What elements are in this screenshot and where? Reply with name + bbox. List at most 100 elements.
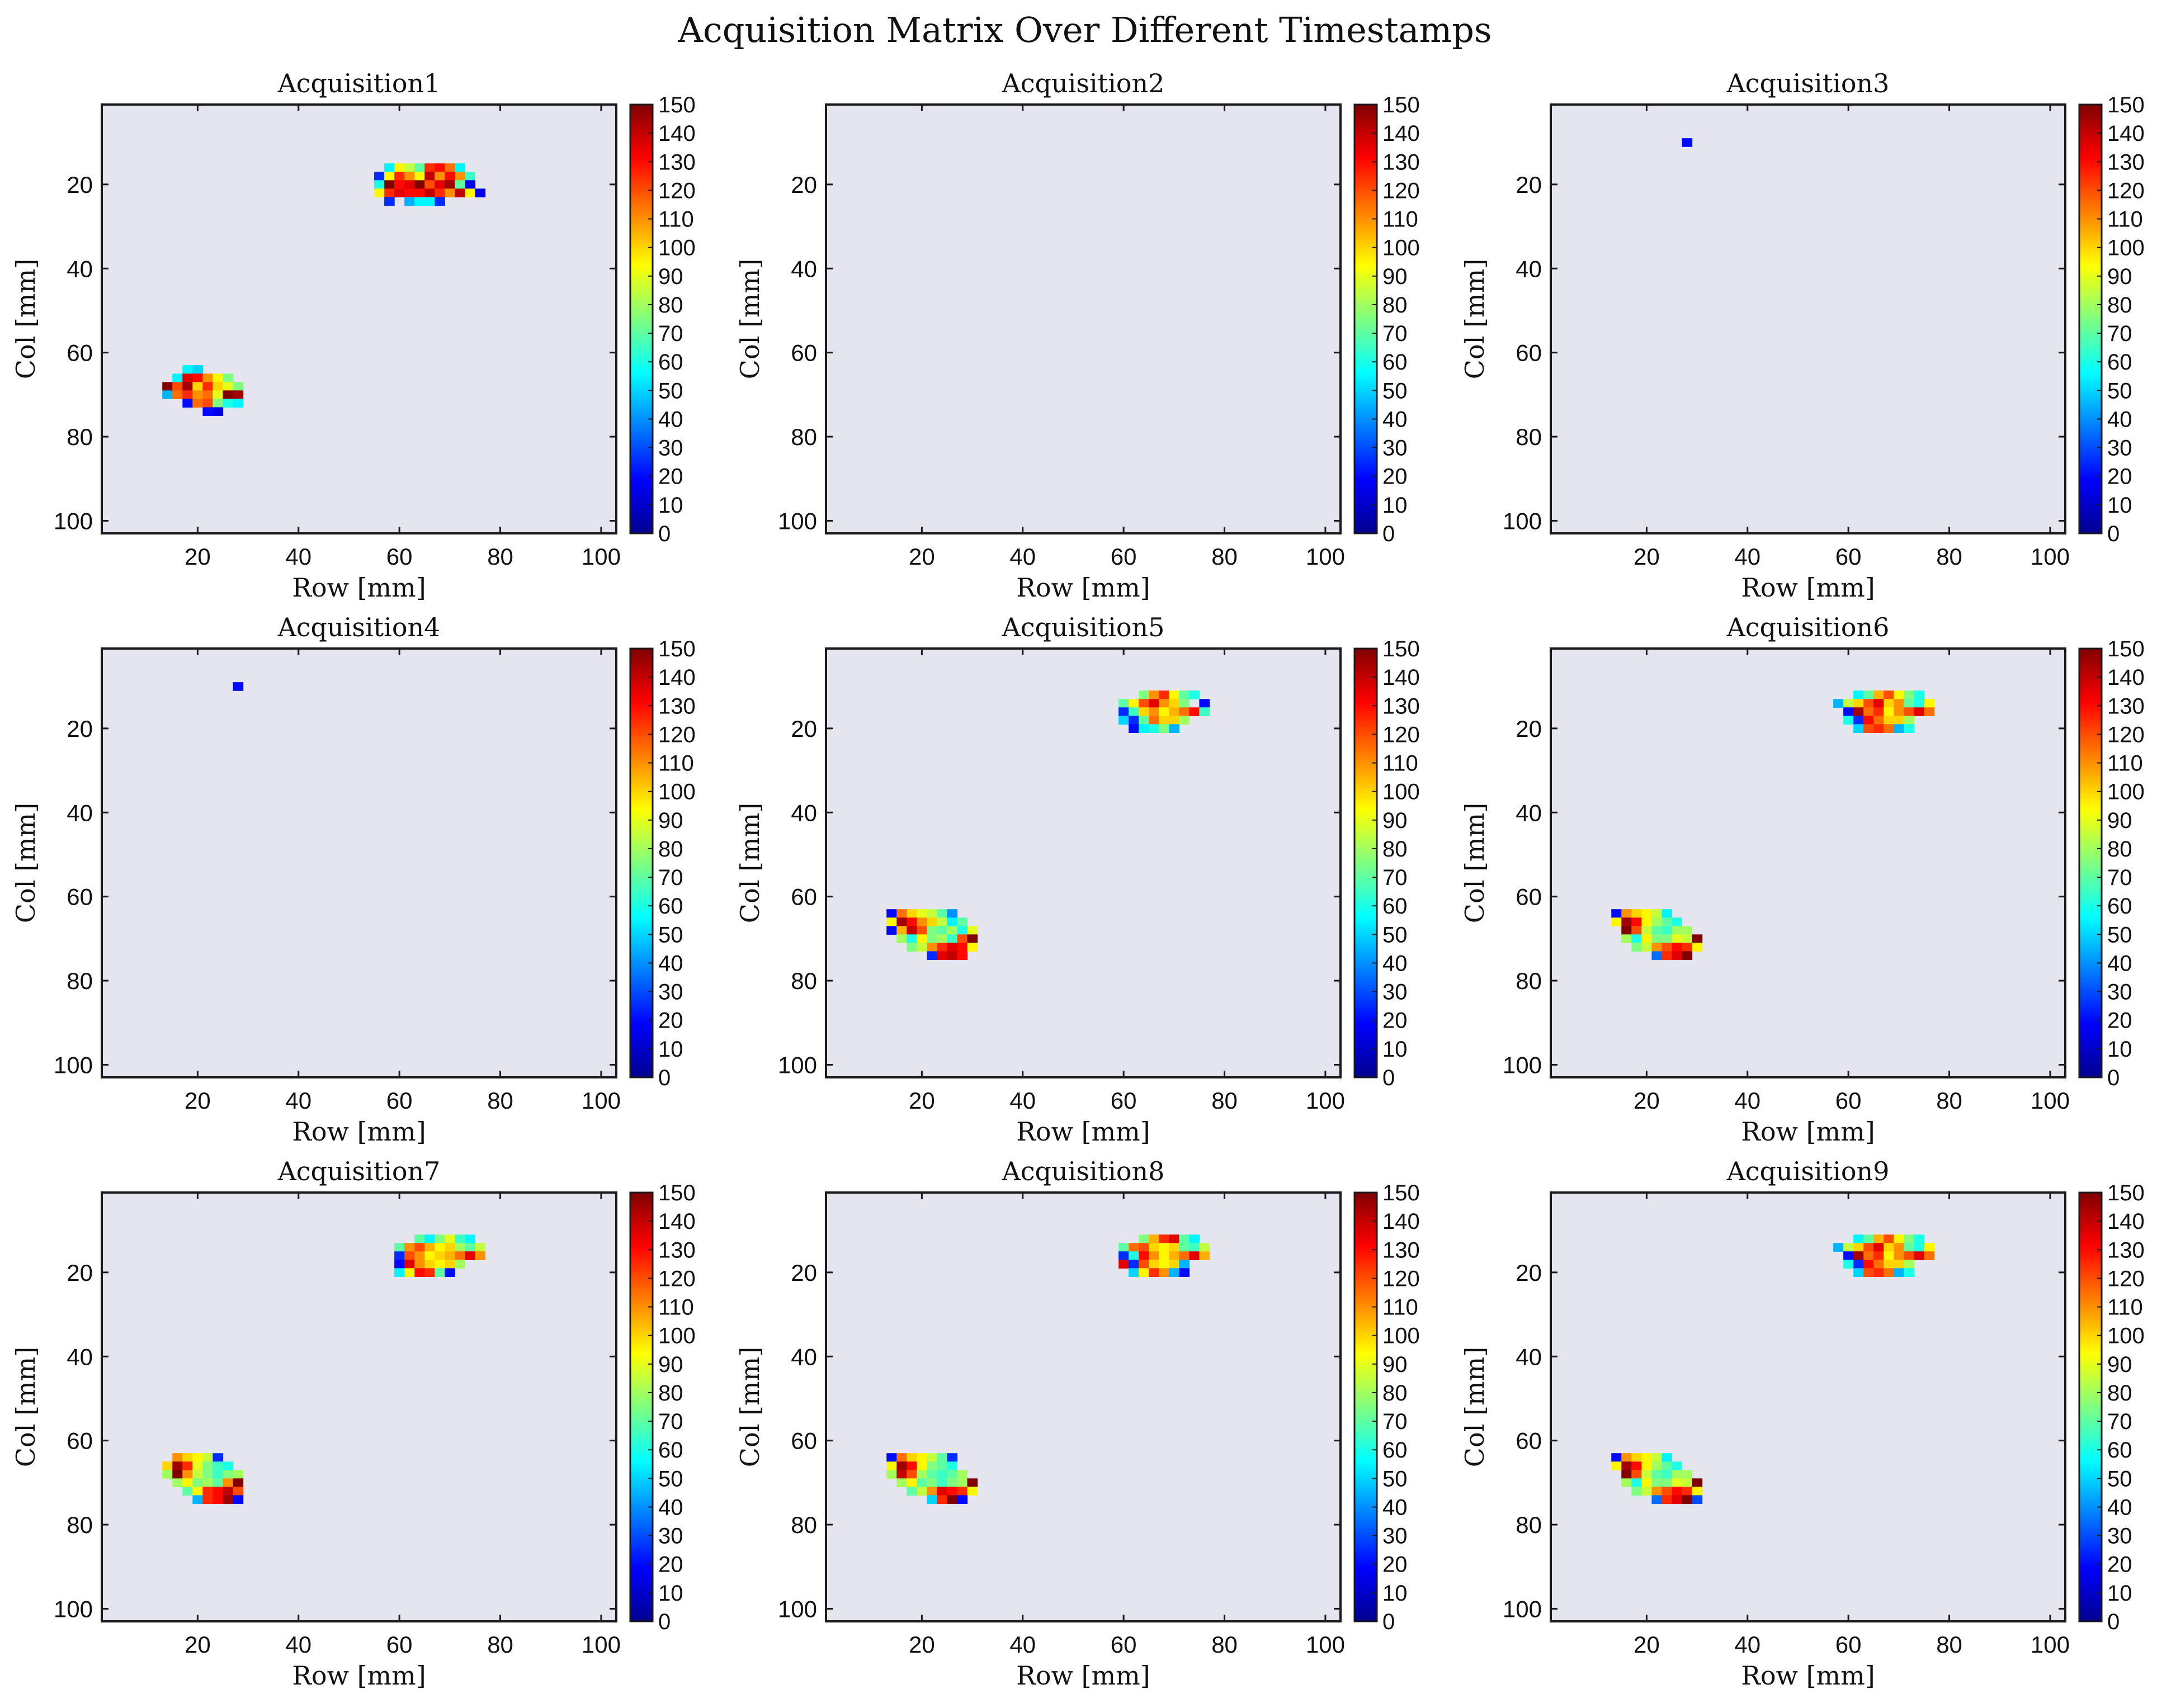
heatmap-cell xyxy=(1884,1234,1894,1243)
colorbar-tick-label: 70 xyxy=(1382,321,1408,346)
heatmap-cell xyxy=(404,188,415,198)
heatmap-cell xyxy=(213,1461,224,1470)
heatmap-cell xyxy=(1843,707,1854,716)
colorbar: 0 10 20 30 40 50 60 70 80 90 100 110 120 130 140 150 xyxy=(2078,1181,2145,1634)
heatmap-cell xyxy=(1139,699,1149,708)
heatmap-cell xyxy=(1621,926,1632,935)
colorbar-tick-label: 60 xyxy=(658,894,683,919)
heatmap-cell xyxy=(937,1453,948,1462)
heatmap-cell xyxy=(1924,1243,1935,1252)
heatmap-cell xyxy=(1169,1268,1179,1277)
colorbar-tick-label: 100 xyxy=(2107,236,2145,261)
heatmap-cell xyxy=(374,172,385,181)
heatmap-cell xyxy=(1884,690,1894,699)
heatmap-cell xyxy=(1641,1470,1652,1479)
heatmap-cell xyxy=(404,1260,415,1269)
heatmap-cell xyxy=(917,1487,927,1496)
heatmap-cell xyxy=(1873,724,1884,733)
heatmap-cell xyxy=(896,1478,907,1487)
colorbar-tick-label: 90 xyxy=(658,808,683,833)
heatmap-cell xyxy=(475,1243,486,1252)
x-tick-label: 60 xyxy=(1111,543,1137,570)
heatmap-cell xyxy=(435,1260,445,1269)
axes-background xyxy=(102,105,616,533)
heatmap-cell xyxy=(1118,1243,1129,1252)
colorbar-tick-label: 60 xyxy=(2107,894,2132,919)
colorbar-tick-label: 10 xyxy=(658,1581,683,1606)
x-axis-label: Row [mm] xyxy=(1741,1116,1875,1147)
colorbar-gradient xyxy=(2079,1193,2102,1621)
colorbar-tick-label: 50 xyxy=(1382,378,1408,403)
heatmap-cell xyxy=(1873,1243,1884,1252)
heatmap-cell xyxy=(202,407,214,417)
colorbar-tick-label: 80 xyxy=(1382,293,1408,318)
colorbar-tick-label: 50 xyxy=(658,922,683,947)
y-tick-label: 20 xyxy=(791,172,817,198)
heatmap-cell xyxy=(1853,1268,1864,1277)
heatmap-cell xyxy=(896,1470,907,1479)
heatmap-cell xyxy=(1179,690,1190,699)
heatmap-cell xyxy=(947,926,958,935)
colorbar-tick-label: 30 xyxy=(2107,436,2132,461)
x-tick-label: 60 xyxy=(386,1631,413,1658)
heatmap-cell xyxy=(1641,1478,1652,1487)
heatmap-cell xyxy=(1873,690,1884,699)
heatmap-cell xyxy=(424,197,435,206)
heatmap-cell xyxy=(1199,699,1210,708)
heatmap-cell xyxy=(1884,724,1894,733)
colorbar-tick-label: 130 xyxy=(1382,694,1420,718)
heatmap-cell xyxy=(172,390,183,399)
colorbar-tick-label: 60 xyxy=(1382,894,1408,919)
heatmap-cell xyxy=(1641,943,1652,952)
colorbar-tick-label: 90 xyxy=(1382,264,1408,289)
heatmap-cell xyxy=(957,917,968,926)
heatmap-cell xyxy=(435,188,445,198)
heatmap-cell xyxy=(1833,1243,1844,1252)
colorbar-tick-label: 90 xyxy=(658,1352,683,1377)
x-tick-label: 20 xyxy=(185,543,211,570)
colorbar: 0 10 20 30 40 50 60 70 80 90 100 110 120 130 140 150 xyxy=(2078,93,2145,546)
x-tick-label: 40 xyxy=(1734,1087,1760,1114)
heatmap-cell xyxy=(1904,1260,1915,1269)
heatmap-cell xyxy=(917,934,927,943)
axes-frame xyxy=(101,1191,617,1622)
colorbar-tick-label: 130 xyxy=(658,1238,696,1262)
heatmap-cell xyxy=(907,1453,917,1462)
colorbar-tick-label: 0 xyxy=(1382,522,1395,546)
heatmap-cell xyxy=(182,365,193,374)
heatmap-cell xyxy=(1924,699,1935,708)
colorbar-tick-label: 120 xyxy=(2107,1266,2145,1291)
heatmap-cell xyxy=(394,1251,405,1260)
heatmap-cell xyxy=(1662,1461,1673,1470)
heatmap-cell xyxy=(1843,1260,1854,1269)
heatmap-cell xyxy=(1894,1251,1904,1260)
heatmap-cell xyxy=(927,1461,938,1470)
heatmap-cell xyxy=(1169,1243,1179,1252)
heatmap-cell xyxy=(1843,1251,1854,1260)
colorbar-tick-label: 40 xyxy=(1382,951,1408,976)
y-axis-label: Col [mm] xyxy=(11,1347,41,1467)
colorbar-tick-label: 110 xyxy=(1382,207,1418,232)
heatmap-cell xyxy=(435,1243,445,1252)
heatmap-cell xyxy=(1129,1260,1139,1269)
heatmap-cell xyxy=(394,180,405,189)
heatmap-cell xyxy=(1863,1243,1874,1252)
x-tick-label: 20 xyxy=(1634,1631,1660,1658)
y-tick-label: 20 xyxy=(1516,1260,1542,1286)
colorbar-tick-label: 140 xyxy=(1382,1209,1420,1234)
heatmap-cell xyxy=(1853,1234,1864,1243)
heatmap-cell xyxy=(886,1453,897,1462)
colorbar-tick-label: 90 xyxy=(2107,808,2132,833)
colorbar-tick-label: 130 xyxy=(1382,150,1420,174)
heatmap-cell xyxy=(937,909,948,918)
y-tick-label: 100 xyxy=(1503,1052,1542,1078)
y-tick-label: 40 xyxy=(791,799,817,826)
heatmap-cell xyxy=(1631,917,1642,926)
axes-frame xyxy=(1550,103,2066,534)
heatmap-cell xyxy=(1631,934,1642,943)
colorbar-tick-label: 10 xyxy=(2107,493,2132,518)
x-tick-label: 80 xyxy=(487,1087,513,1114)
heatmap-cell xyxy=(223,382,234,391)
